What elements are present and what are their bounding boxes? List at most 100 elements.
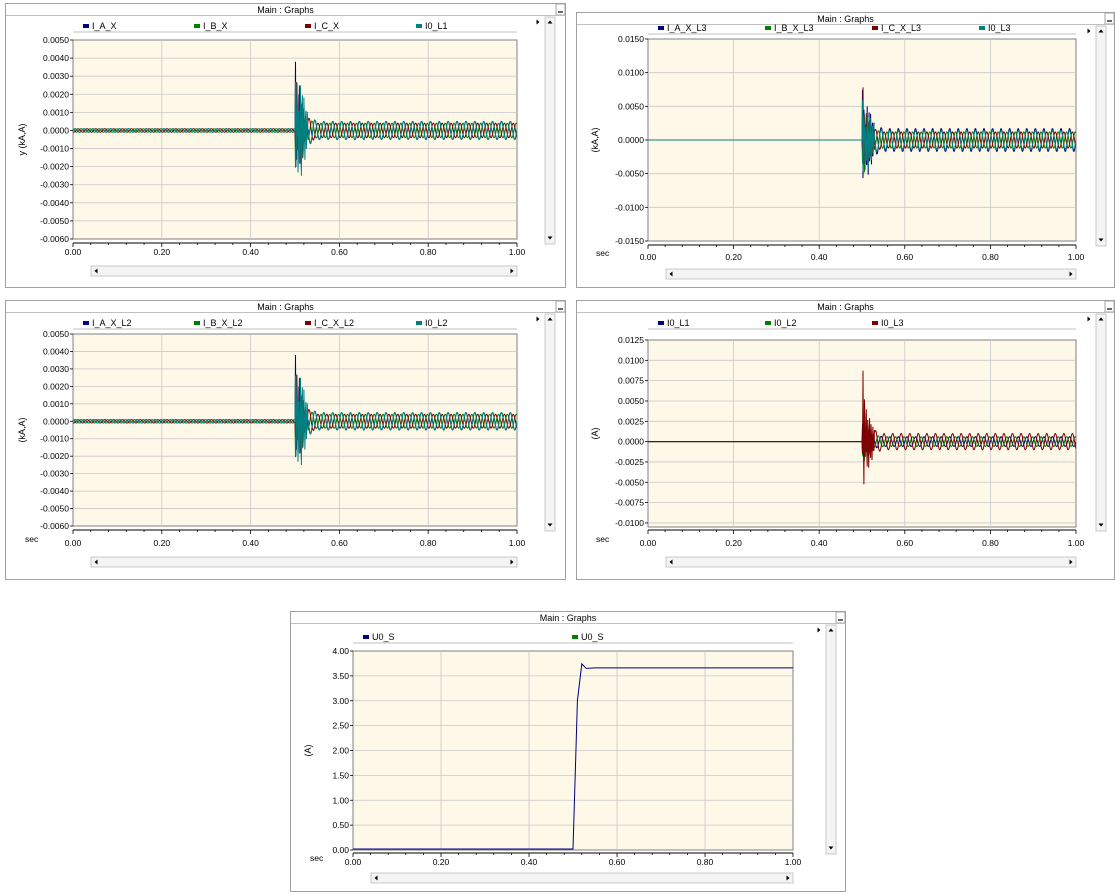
legend-item[interactable]: I_A_X_L3 (658, 23, 707, 33)
y-tick-label: 0.0010 (43, 399, 69, 409)
scroll-down-arrow-icon-glyph (547, 236, 553, 240)
scroll-left-arrow-icon[interactable] (94, 559, 98, 565)
y-tick-label: -0.0030 (40, 469, 69, 479)
panel-menu-arrow-icon[interactable] (1087, 316, 1091, 322)
scroll-left-arrow-icon[interactable] (669, 559, 673, 565)
graph-panel-4-svg: Main : Graphs I0_L1 I0_L2 I0_L3 0.0125 0.0100… (576, 300, 1115, 580)
y-tick-label: 3.00 (332, 696, 349, 706)
vertical-scrollbar[interactable] (544, 16, 556, 245)
x-tick-label: 0.40 (242, 538, 259, 548)
minimize-button[interactable] (1104, 300, 1115, 313)
scroll-left-arrow-icon[interactable] (669, 271, 673, 277)
legend-item[interactable]: I_B_X (194, 21, 228, 31)
series-group (648, 87, 1076, 179)
x-tick-label: 0.00 (345, 857, 362, 867)
y-tick-label: 0.0150 (618, 34, 644, 44)
series-line (353, 662, 793, 850)
horizontal-scrollbar[interactable] (370, 872, 794, 884)
minimize-button[interactable] (835, 611, 846, 624)
scroll-up-arrow-icon-glyph (1098, 29, 1104, 33)
scroll-up-arrow-icon-glyph (547, 317, 553, 321)
horizontal-scrollbar[interactable] (665, 556, 1077, 568)
minimize-button[interactable] (555, 300, 566, 313)
series-group (353, 662, 793, 850)
vertical-scrollbar[interactable] (1095, 25, 1107, 247)
scroll-up-arrow-icon[interactable] (1098, 317, 1104, 321)
vscroll-track (544, 16, 556, 245)
x-tick-label: 0.00 (640, 538, 657, 548)
scroll-down-arrow-icon[interactable] (547, 523, 553, 527)
scroll-right-arrow-icon[interactable] (510, 268, 514, 274)
legend-item[interactable]: I_C_X_L3 (872, 23, 921, 33)
graph-panel-5: Main : Graphs U0_S U0_S 4.00 3.50 3.00 2.50 2.0… (290, 611, 846, 892)
y-tick-label: 0.00 (332, 845, 349, 855)
legend-swatch (363, 635, 369, 639)
y-tick-label: 0.0000 (618, 135, 644, 145)
y-tick-label: -0.0025 (615, 457, 644, 467)
panel-menu-arrow-icon[interactable] (817, 627, 821, 633)
legend-item[interactable]: I_A_X_L2 (83, 318, 132, 328)
legend-item[interactable]: I_A_X (83, 21, 117, 31)
scroll-up-arrow-icon[interactable] (547, 20, 553, 24)
scroll-down-arrow-icon-glyph (547, 523, 553, 527)
vscroll-track (1095, 313, 1107, 532)
legend-item[interactable]: U0_S (572, 632, 604, 642)
scroll-up-arrow-icon[interactable] (1098, 29, 1104, 33)
hscroll-track (370, 872, 794, 884)
x-tick-label: 0.60 (609, 857, 626, 867)
y-tick-label: -0.0020 (40, 451, 69, 461)
legend-item[interactable]: I_B_X_L2 (194, 318, 243, 328)
panel-menu-arrow-icon[interactable] (1087, 28, 1091, 34)
scroll-down-arrow-icon[interactable] (828, 846, 834, 850)
legend-label: I_C_X_L2 (314, 318, 354, 328)
horizontal-scrollbar[interactable] (90, 265, 518, 277)
legend-item[interactable]: I_C_X (305, 21, 339, 31)
y-tick-label: 0.0040 (43, 53, 69, 63)
legend-item[interactable]: I0_L3 (979, 23, 1011, 33)
scroll-up-arrow-icon[interactable] (547, 317, 553, 321)
panel-menu-arrow-icon[interactable] (536, 19, 540, 25)
horizontal-scrollbar[interactable] (665, 268, 1077, 280)
legend-item[interactable]: I0_L2 (765, 318, 797, 328)
scroll-down-arrow-icon[interactable] (547, 236, 553, 240)
y-tick-label: 0.0100 (618, 355, 644, 365)
y-tick-label: 0.0125 (618, 335, 644, 345)
vertical-scrollbar[interactable] (1095, 313, 1107, 532)
horizontal-scrollbar[interactable] (90, 556, 518, 568)
scroll-right-arrow-icon[interactable] (1069, 271, 1073, 277)
legend-item[interactable]: I0_L1 (658, 318, 690, 328)
legend-label: I0_L2 (774, 318, 797, 328)
vertical-scrollbar[interactable] (544, 313, 556, 532)
scroll-up-arrow-icon[interactable] (828, 628, 834, 632)
y-tick-label: -0.0010 (40, 144, 69, 154)
y-tick-label: 0.0050 (43, 35, 69, 45)
scroll-right-arrow-icon[interactable] (510, 559, 514, 565)
title-bar (6, 301, 555, 312)
x-tick-label: 0.20 (725, 252, 742, 262)
y-axis-label: (kA,A) (590, 127, 600, 152)
legend-item[interactable]: U0_S (363, 632, 395, 642)
vscroll-track (825, 624, 837, 855)
legend-item[interactable]: I_B_X_L3 (765, 23, 814, 33)
scroll-right-arrow-icon[interactable] (786, 875, 790, 881)
vscroll-track (544, 313, 556, 532)
scroll-left-arrow-icon[interactable] (374, 875, 378, 881)
minimize-button[interactable] (1104, 12, 1115, 25)
legend-swatch (658, 321, 664, 325)
legend-item[interactable]: I0_L2 (416, 318, 448, 328)
legend-swatch (305, 321, 311, 325)
scroll-right-arrow-icon[interactable] (1069, 559, 1073, 565)
legend-item[interactable]: I0_L3 (872, 318, 904, 328)
scroll-down-arrow-icon-glyph (1098, 238, 1104, 242)
legend-item[interactable]: I0_L1 (416, 21, 448, 31)
panel-menu-arrow-icon[interactable] (536, 316, 540, 322)
y-tick-label: -0.0100 (615, 202, 644, 212)
scroll-down-arrow-icon[interactable] (1098, 238, 1104, 242)
legend-item[interactable]: I_C_X_L2 (305, 318, 354, 328)
scroll-down-arrow-icon-glyph (828, 846, 834, 850)
x-tick-label: 1.00 (1068, 538, 1085, 548)
minimize-button[interactable] (555, 3, 566, 16)
vertical-scrollbar[interactable] (825, 624, 837, 855)
scroll-left-arrow-icon[interactable] (94, 268, 98, 274)
scroll-down-arrow-icon[interactable] (1098, 523, 1104, 527)
